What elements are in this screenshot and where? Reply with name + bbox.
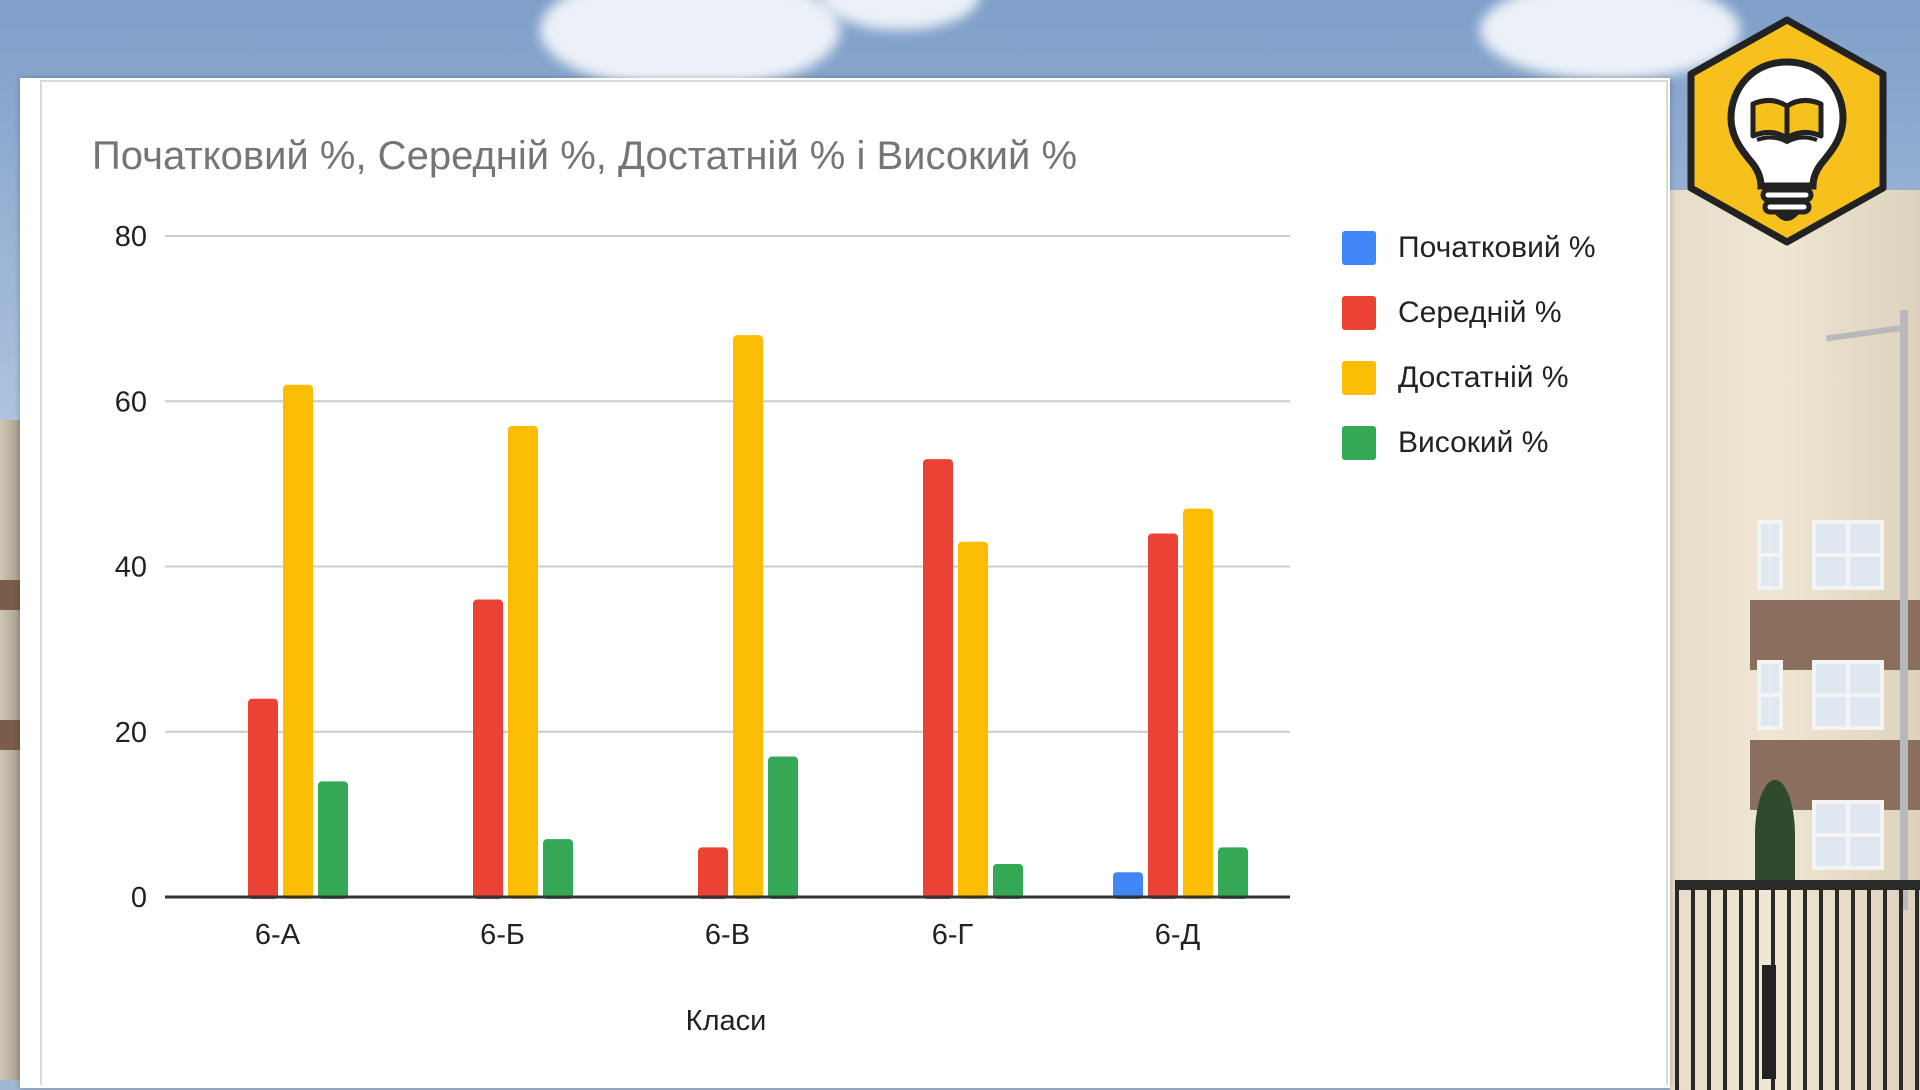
x-tick-label: 6-Д bbox=[1155, 919, 1201, 951]
building-band bbox=[0, 580, 22, 610]
bar bbox=[1113, 872, 1143, 899]
lightbulb-book-icon bbox=[1687, 16, 1887, 246]
bars bbox=[248, 335, 1248, 900]
bar bbox=[698, 847, 728, 899]
axes: 0 20 40 60 80 6-А 6-Б 6-В 6-Г 6-Д bbox=[115, 221, 1290, 951]
bar bbox=[958, 541, 988, 899]
y-tick-label: 20 bbox=[115, 717, 147, 749]
legend-label: Початковий % bbox=[1398, 230, 1596, 264]
building-band bbox=[1750, 600, 1920, 670]
x-tick-label: 6-Г bbox=[932, 919, 974, 951]
y-tick-label: 80 bbox=[115, 221, 147, 253]
bar bbox=[1218, 847, 1248, 899]
bar bbox=[993, 863, 1023, 899]
gridlines bbox=[165, 235, 1290, 733]
building-window bbox=[1812, 660, 1884, 730]
y-tick-label: 40 bbox=[115, 552, 147, 584]
tree bbox=[1755, 780, 1795, 890]
legend-item[interactable]: Середній % bbox=[1342, 280, 1596, 345]
cloud bbox=[1480, 0, 1740, 80]
building-window bbox=[1757, 520, 1783, 590]
legend-item[interactable]: Достатній % bbox=[1342, 345, 1596, 410]
legend-swatch bbox=[1342, 230, 1376, 265]
x-axis-title: Класи bbox=[686, 1005, 767, 1037]
fence bbox=[1675, 880, 1920, 1090]
bar bbox=[1183, 508, 1213, 899]
bar bbox=[248, 698, 278, 899]
chart-title: Початковий %, Середній %, Достатній % і … bbox=[92, 134, 1078, 178]
y-tick-label: 0 bbox=[131, 882, 147, 914]
legend-swatch bbox=[1342, 360, 1376, 395]
building-window bbox=[1812, 800, 1884, 870]
bar bbox=[768, 756, 798, 899]
legend-label: Достатній % bbox=[1398, 360, 1569, 394]
legend-item[interactable]: Високий % bbox=[1342, 410, 1596, 475]
bar bbox=[1148, 533, 1178, 899]
bar bbox=[318, 781, 348, 899]
building-window bbox=[1812, 520, 1884, 590]
fence-post bbox=[1762, 965, 1776, 1079]
building-window bbox=[1757, 660, 1783, 730]
legend-item[interactable]: Початковий % bbox=[1342, 215, 1596, 280]
bar bbox=[923, 459, 953, 899]
bar bbox=[543, 839, 573, 899]
building-band bbox=[0, 720, 22, 750]
chart-legend: Початковий % Середній % Достатній % Висо… bbox=[1342, 215, 1596, 475]
legend-swatch bbox=[1342, 425, 1376, 460]
street-lamp bbox=[1900, 310, 1908, 910]
bar bbox=[283, 384, 313, 900]
x-tick-label: 6-А bbox=[255, 919, 301, 951]
y-tick-label: 60 bbox=[115, 386, 147, 418]
legend-swatch bbox=[1342, 295, 1376, 330]
x-tick-label: 6-В bbox=[705, 919, 750, 951]
x-tick-label: 6-Б bbox=[480, 919, 525, 951]
legend-label: Високий % bbox=[1398, 425, 1549, 459]
legend-label: Середній % bbox=[1398, 295, 1562, 329]
bar bbox=[473, 599, 503, 899]
bar bbox=[508, 426, 538, 899]
bar bbox=[733, 335, 763, 899]
